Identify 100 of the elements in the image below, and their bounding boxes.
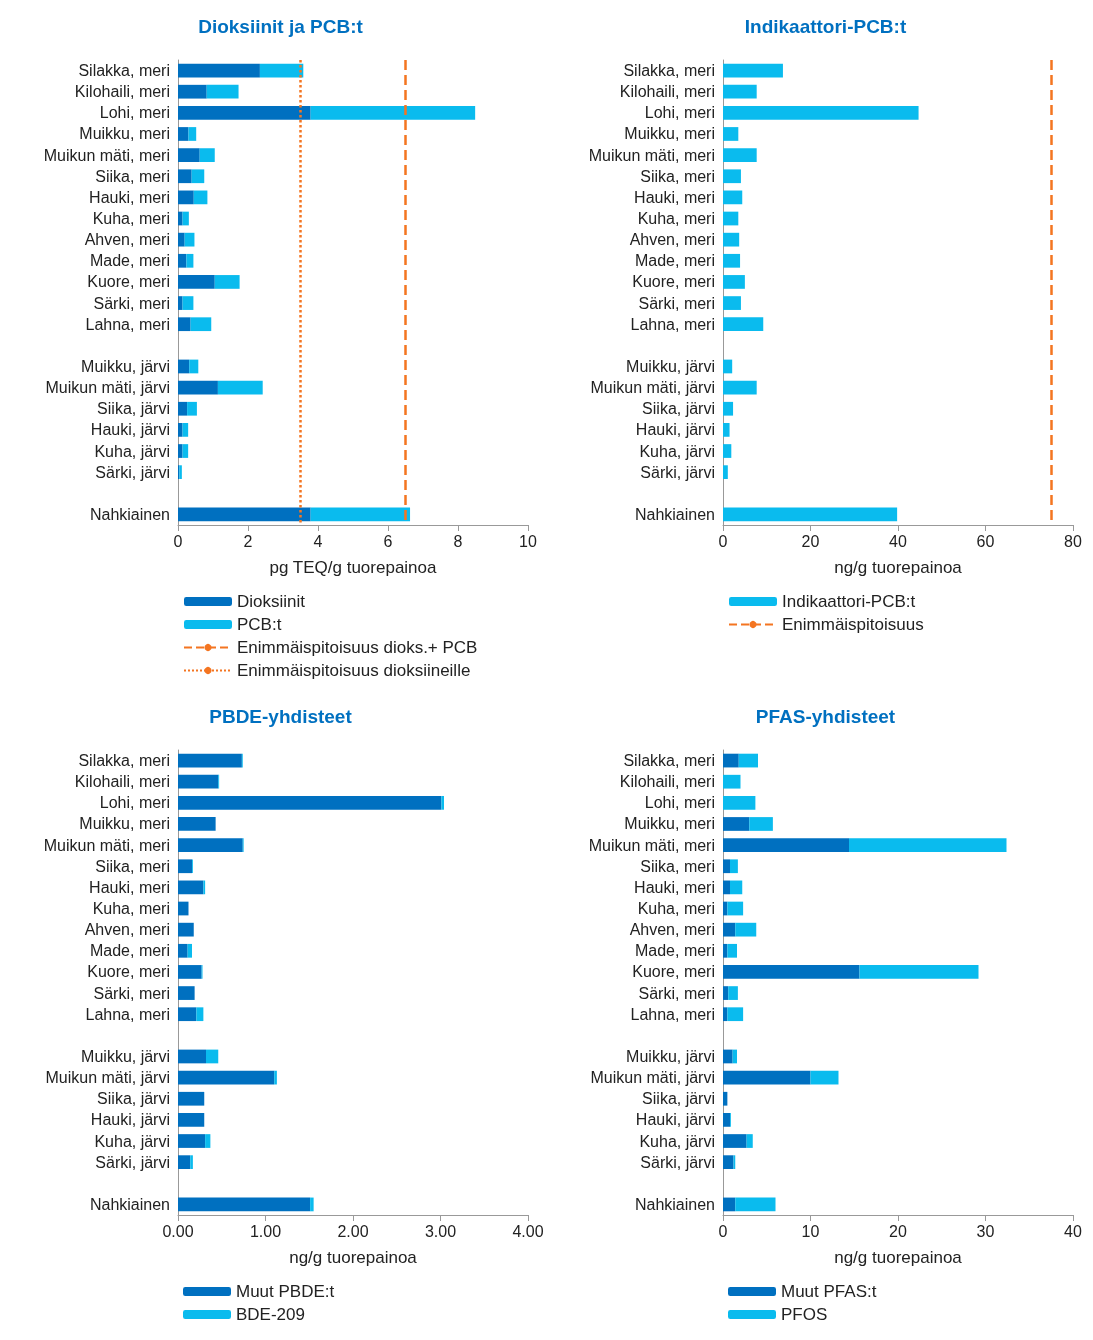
y-tick-label: Kilohaili, meri xyxy=(74,773,170,791)
y-tick-label: Särki, järvi xyxy=(95,463,170,481)
y-tick-label: Made, meri xyxy=(634,942,715,960)
x-tick-label: 6 xyxy=(383,532,393,550)
y-tick-label: Silakka, meri xyxy=(623,62,715,80)
y-tick-label: Muikun mäti, meri xyxy=(588,146,715,164)
x-tick-label: 2 xyxy=(243,532,253,550)
y-tick-label: Siika, järvi xyxy=(642,400,715,418)
y-tick-label: Muikun mäti, järvi xyxy=(45,1069,170,1087)
y-tick-label: Ahven, meri xyxy=(84,231,170,249)
y-tick-label: Muikku, meri xyxy=(624,815,715,833)
y-tick-label: Hauki, meri xyxy=(89,188,170,206)
x-tick-label: 0.00 xyxy=(162,1222,194,1240)
x-tick-label: 4.00 xyxy=(512,1222,544,1240)
y-tick-label: Lohi, meri xyxy=(644,794,715,812)
y-tick-label: Hauki, meri xyxy=(634,878,715,896)
y-tick-label: Muikun mäti, järvi xyxy=(590,379,715,397)
x-tick-label: 10 xyxy=(801,1222,820,1240)
y-tick-label: Hauki, meri xyxy=(89,878,170,896)
y-tick-label: Kuha, meri xyxy=(92,900,170,918)
y-tick-label: Särki, järvi xyxy=(640,1153,715,1171)
y-tick-label: Siika, järvi xyxy=(97,400,170,418)
legend-label: PCB:t xyxy=(237,615,282,634)
y-tick-label: Muikku, meri xyxy=(624,125,715,143)
y-tick-label: Siika, meri xyxy=(640,857,715,875)
y-tick-label: Muikku, järvi xyxy=(626,1047,715,1065)
x-tick-label: 0 xyxy=(173,532,183,550)
y-tick-label: Kuha, meri xyxy=(637,900,715,918)
y-tick-label: Kuha, meri xyxy=(92,210,170,228)
chart-title: PFAS-yhdisteet xyxy=(755,706,896,727)
y-tick-label: Kilohaili, meri xyxy=(619,773,715,791)
y-tick-label: Nahkiainen xyxy=(634,505,715,523)
y-tick-label: Lohi, meri xyxy=(644,104,715,122)
legend-label: Enimmäispitoisuus xyxy=(782,615,924,634)
x-tick-label: 60 xyxy=(976,532,995,550)
y-tick-label: Hauki, meri xyxy=(634,188,715,206)
y-tick-label: Särki, järvi xyxy=(95,1153,170,1171)
y-tick-label: Kuha, järvi xyxy=(639,1132,715,1150)
y-tick-label: Lohi, meri xyxy=(99,104,170,122)
y-tick-label: Made, meri xyxy=(89,942,170,960)
chart-title: Indikaattori-PCB:t xyxy=(744,16,907,37)
y-tick-label: Särki, meri xyxy=(638,984,715,1002)
x-axis-title: ng/g tuorepainoa xyxy=(834,558,963,577)
y-tick-label: Siika, meri xyxy=(640,167,715,185)
y-tick-label: Siika, meri xyxy=(95,167,170,185)
y-tick-label: Silakka, meri xyxy=(78,62,170,80)
y-tick-label: Muikku, järvi xyxy=(81,1047,170,1065)
y-tick-label: Made, meri xyxy=(89,252,170,270)
y-tick-label: Kuha, järvi xyxy=(639,442,715,460)
x-tick-label: 2.00 xyxy=(337,1222,369,1240)
x-axis-title: ng/g tuorepainoa xyxy=(834,1248,963,1267)
y-tick-label: Kilohaili, meri xyxy=(619,83,715,101)
chart-title: Dioksiinit ja PCB:t xyxy=(198,16,364,37)
x-tick-label: 30 xyxy=(976,1222,995,1240)
y-tick-label: Lahna, meri xyxy=(630,315,715,333)
x-tick-label: 40 xyxy=(889,532,907,550)
x-axis-title: pg TEQ/g tuorepainoa xyxy=(269,558,438,577)
y-tick-label: Nahkiainen xyxy=(89,505,170,523)
y-tick-label: Silakka, meri xyxy=(78,752,170,770)
y-tick-label: Hauki, järvi xyxy=(635,1111,715,1129)
y-tick-label: Nahkiainen xyxy=(634,1195,715,1213)
legend-label: Indikaattori-PCB:t xyxy=(782,592,916,611)
y-tick-label: Särki, järvi xyxy=(640,463,715,481)
y-tick-label: Kuore, meri xyxy=(87,963,170,981)
x-tick-label: 20 xyxy=(889,1222,907,1240)
y-tick-label: Kuha, järvi xyxy=(94,1132,170,1150)
y-tick-label: Hauki, järvi xyxy=(90,421,170,439)
legend-label: BDE-209 xyxy=(236,1305,305,1324)
x-tick-label: 20 xyxy=(801,532,820,550)
x-tick-label: 10 xyxy=(519,532,537,550)
x-tick-label: 40 xyxy=(1064,1222,1082,1240)
y-tick-label: Silakka, meri xyxy=(623,752,715,770)
y-tick-label: Muikun mäti, meri xyxy=(43,146,170,164)
y-tick-label: Särki, meri xyxy=(93,294,170,312)
y-tick-label: Nahkiainen xyxy=(89,1195,170,1213)
x-tick-label: 3.00 xyxy=(424,1222,457,1240)
y-tick-label: Kuore, meri xyxy=(87,273,170,291)
y-tick-label: Lohi, meri xyxy=(99,794,170,812)
y-tick-label: Muikun mäti, järvi xyxy=(45,379,170,397)
y-tick-label: Kuore, meri xyxy=(632,273,715,291)
legend-label: Muut PBDE:t xyxy=(236,1282,335,1301)
y-tick-label: Made, meri xyxy=(634,252,715,270)
y-tick-label: Muikun mäti, meri xyxy=(43,836,170,854)
x-tick-label: 80 xyxy=(1064,532,1082,550)
y-tick-label: Muikku, järvi xyxy=(81,357,170,375)
y-tick-label: Särki, meri xyxy=(638,294,715,312)
x-tick-label: 0 xyxy=(718,532,728,550)
y-tick-label: Särki, meri xyxy=(93,984,170,1002)
y-tick-label: Kuha, meri xyxy=(637,210,715,228)
y-tick-label: Kilohaili, meri xyxy=(74,83,170,101)
chart-title: PBDE-yhdisteet xyxy=(209,706,353,727)
y-tick-label: Muikun mäti, järvi xyxy=(590,1069,715,1087)
y-tick-label: Siika, järvi xyxy=(97,1090,170,1108)
y-tick-label: Muikun mäti, meri xyxy=(588,836,715,854)
y-tick-label: Hauki, järvi xyxy=(90,1111,170,1129)
y-tick-label: Lahna, meri xyxy=(85,1005,170,1023)
y-tick-label: Kuha, järvi xyxy=(94,442,170,460)
y-tick-label: Muikku, meri xyxy=(79,815,170,833)
y-tick-label: Muikku, järvi xyxy=(626,357,715,375)
x-tick-label: 1.00 xyxy=(249,1222,282,1240)
